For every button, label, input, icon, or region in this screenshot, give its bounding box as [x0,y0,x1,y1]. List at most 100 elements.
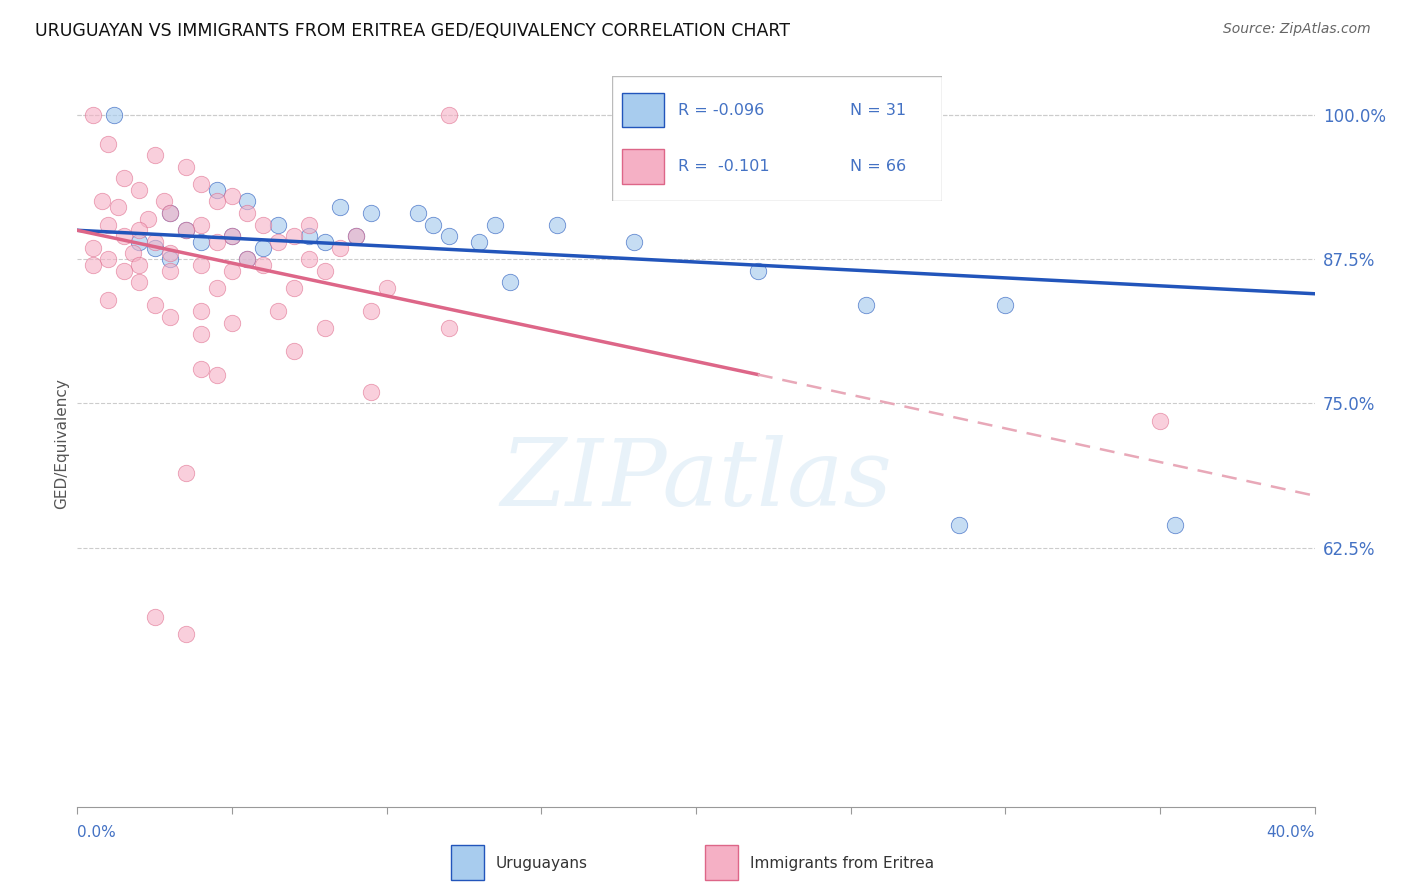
Point [406,206,429,220]
Bar [621,93,665,128]
Point [174,466,197,480]
Point [747,263,769,277]
Point [360,206,382,220]
Point [994,298,1017,312]
Point [623,235,645,249]
Point [82,241,104,255]
Text: ZIPatlas: ZIPatlas [501,435,891,525]
Point [236,252,259,267]
Point [855,298,877,312]
Point [112,263,135,277]
Text: R = -0.096: R = -0.096 [678,103,763,118]
Point [252,241,274,255]
Point [190,327,212,342]
Point [190,304,212,318]
Point [128,223,150,237]
FancyBboxPatch shape [612,76,942,201]
Text: Source: ZipAtlas.com: Source: ZipAtlas.com [1223,22,1371,37]
Point [221,188,243,202]
Point [159,263,181,277]
Point [344,229,367,244]
Point [221,263,243,277]
Point [159,206,181,220]
Point [112,171,135,186]
Point [143,235,166,249]
Point [236,252,259,267]
Point [143,148,166,162]
Point [97,218,120,232]
Point [190,361,212,376]
Point [174,160,197,174]
Point [422,218,444,232]
Point [143,298,166,312]
Point [190,258,212,272]
Point [283,344,305,359]
Text: URUGUAYAN VS IMMIGRANTS FROM ERITREA GED/EQUIVALENCY CORRELATION CHART: URUGUAYAN VS IMMIGRANTS FROM ERITREA GED… [35,22,790,40]
Point [159,310,181,324]
Point [159,252,181,267]
Point [205,194,228,209]
Point [360,384,382,399]
Point [252,258,274,272]
Text: N = 66: N = 66 [849,159,905,174]
Text: Uruguayans: Uruguayans [496,855,588,871]
Point [122,246,145,260]
Point [174,223,197,237]
Point [1149,414,1171,428]
Point [103,108,125,122]
Point [174,223,197,237]
Point [97,136,120,151]
Point [360,304,382,318]
Point [221,229,243,244]
Text: 0.0%: 0.0% [77,824,117,839]
Point [484,218,506,232]
Point [190,218,212,232]
Point [314,321,336,335]
Bar [451,845,484,880]
Point [437,321,460,335]
Point [128,258,150,272]
Point [205,281,228,295]
Point [267,235,290,249]
Point [236,194,259,209]
Point [344,229,367,244]
Point [112,229,135,244]
Text: 40.0%: 40.0% [1267,824,1315,839]
Point [221,229,243,244]
Point [128,275,150,289]
Point [468,235,491,249]
Point [97,252,120,267]
Point [190,177,212,191]
Point [174,627,197,641]
Point [153,194,176,209]
Point [437,108,460,122]
Point [948,517,970,532]
Text: N = 31: N = 31 [849,103,905,118]
Point [190,235,212,249]
Point [375,281,398,295]
Point [437,229,460,244]
Point [138,211,160,226]
Point [499,275,522,289]
Point [314,235,336,249]
Point [205,235,228,249]
Point [128,235,150,249]
Point [329,241,352,255]
Y-axis label: GED/Equivalency: GED/Equivalency [53,378,69,509]
Point [283,229,305,244]
Point [314,263,336,277]
Point [1164,517,1187,532]
Point [546,218,568,232]
Point [329,200,352,214]
Point [143,610,166,624]
Point [221,316,243,330]
Point [236,206,259,220]
Point [298,218,321,232]
Point [107,200,129,214]
Point [82,108,104,122]
Point [97,293,120,307]
Point [267,304,290,318]
Text: Immigrants from Eritrea: Immigrants from Eritrea [749,855,934,871]
Text: R =  -0.101: R = -0.101 [678,159,769,174]
Point [143,241,166,255]
